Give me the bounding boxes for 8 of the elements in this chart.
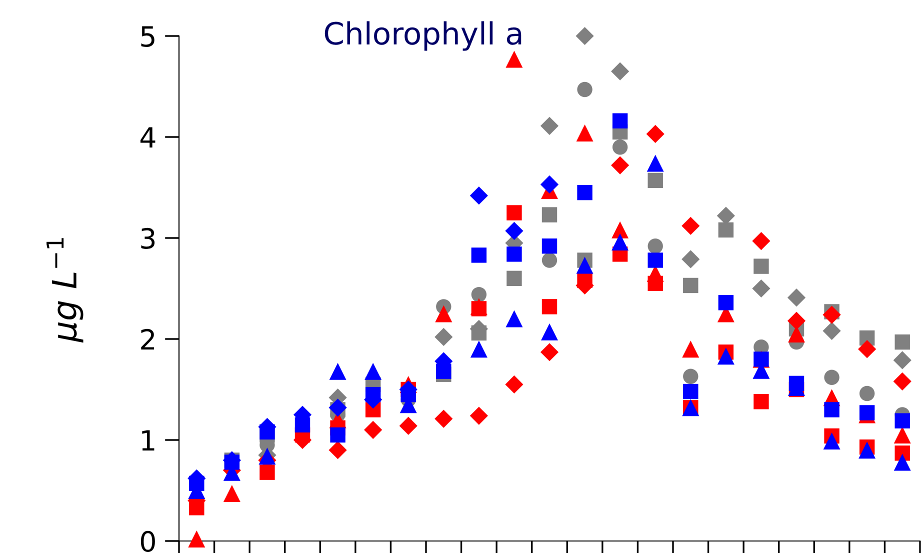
y-axis-title: μg L$^{−1}$ xyxy=(46,238,84,343)
chart-title: Chlorophyll a xyxy=(324,21,522,51)
y-tick-label: 0 xyxy=(140,530,155,552)
y-tick-label: 2 xyxy=(141,328,154,350)
y-tick-label: 5 xyxy=(141,26,154,47)
y-tick-label: 3 xyxy=(141,228,155,249)
y-tick-label: 4 xyxy=(140,127,156,148)
y-tick-label: 1 xyxy=(142,430,154,451)
